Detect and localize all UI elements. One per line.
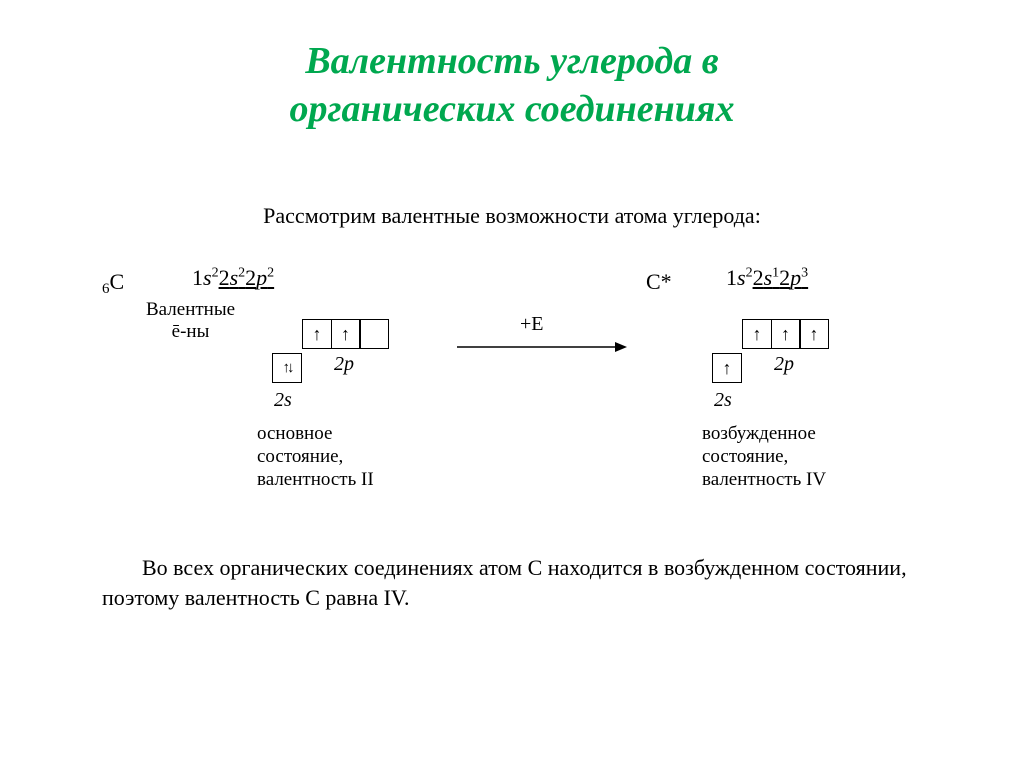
orbital-cell [272, 353, 302, 383]
electron-up-icon [753, 324, 762, 345]
element-symbol-excited: C* [646, 269, 672, 294]
electron-up-icon [723, 358, 732, 379]
orbital-2p-ground [302, 319, 389, 349]
electron-config-ground: 1s22s22p2 [192, 265, 274, 291]
title-line-1: Валентность углерода в [305, 40, 718, 82]
orbital-label-2p-ground: 2p [334, 353, 354, 376]
state-excited: возбужденноесостояние,валентность IV [702, 423, 826, 491]
electron-up-icon [781, 324, 790, 345]
orbital-2s-ground [272, 353, 302, 383]
orbital-2p-excited [742, 319, 829, 349]
element-symbol-ground: C [110, 269, 125, 294]
orbital-label-2s-ground: 2s [274, 389, 292, 412]
electron-up-icon [810, 324, 819, 345]
energy-label: +E [520, 313, 544, 336]
orbital-cell [302, 319, 332, 349]
atomic-number: 6 [102, 281, 110, 297]
electron-config-excited: 1s22s12p3 [726, 265, 808, 291]
orbital-cell [359, 319, 389, 349]
orbital-cell [742, 319, 772, 349]
electron-up-icon [341, 324, 350, 345]
subtitle: Рассмотрим валентные возможности атома у… [0, 203, 1024, 229]
conclusion-text: Во всех органических соединениях атом С … [102, 553, 922, 612]
orbital-2s-excited [712, 353, 742, 383]
orbital-label-2p-excited: 2p [774, 353, 794, 376]
valent-electrons-label: Валентныеē-ны [146, 299, 235, 343]
orbital-label-2s-excited: 2s [714, 389, 732, 412]
page-title: Валентность углерода в органических соед… [0, 0, 1024, 133]
atom-label-ground: 6C [102, 269, 124, 298]
orbital-cell [799, 319, 829, 349]
diagram: 6C 1s22s22p2 Валентныеē-ны 2p 2s основно… [102, 265, 922, 535]
atom-label-excited: C* [646, 269, 672, 295]
state-ground: основноесостояние,валентность II [257, 423, 374, 491]
orbital-cell [712, 353, 742, 383]
electron-pair-icon [283, 359, 292, 377]
reaction-arrow-icon [457, 339, 627, 355]
title-line-2: органических соединениях [290, 88, 735, 130]
orbital-cell [771, 319, 801, 349]
orbital-cell [331, 319, 361, 349]
electron-up-icon [313, 324, 322, 345]
